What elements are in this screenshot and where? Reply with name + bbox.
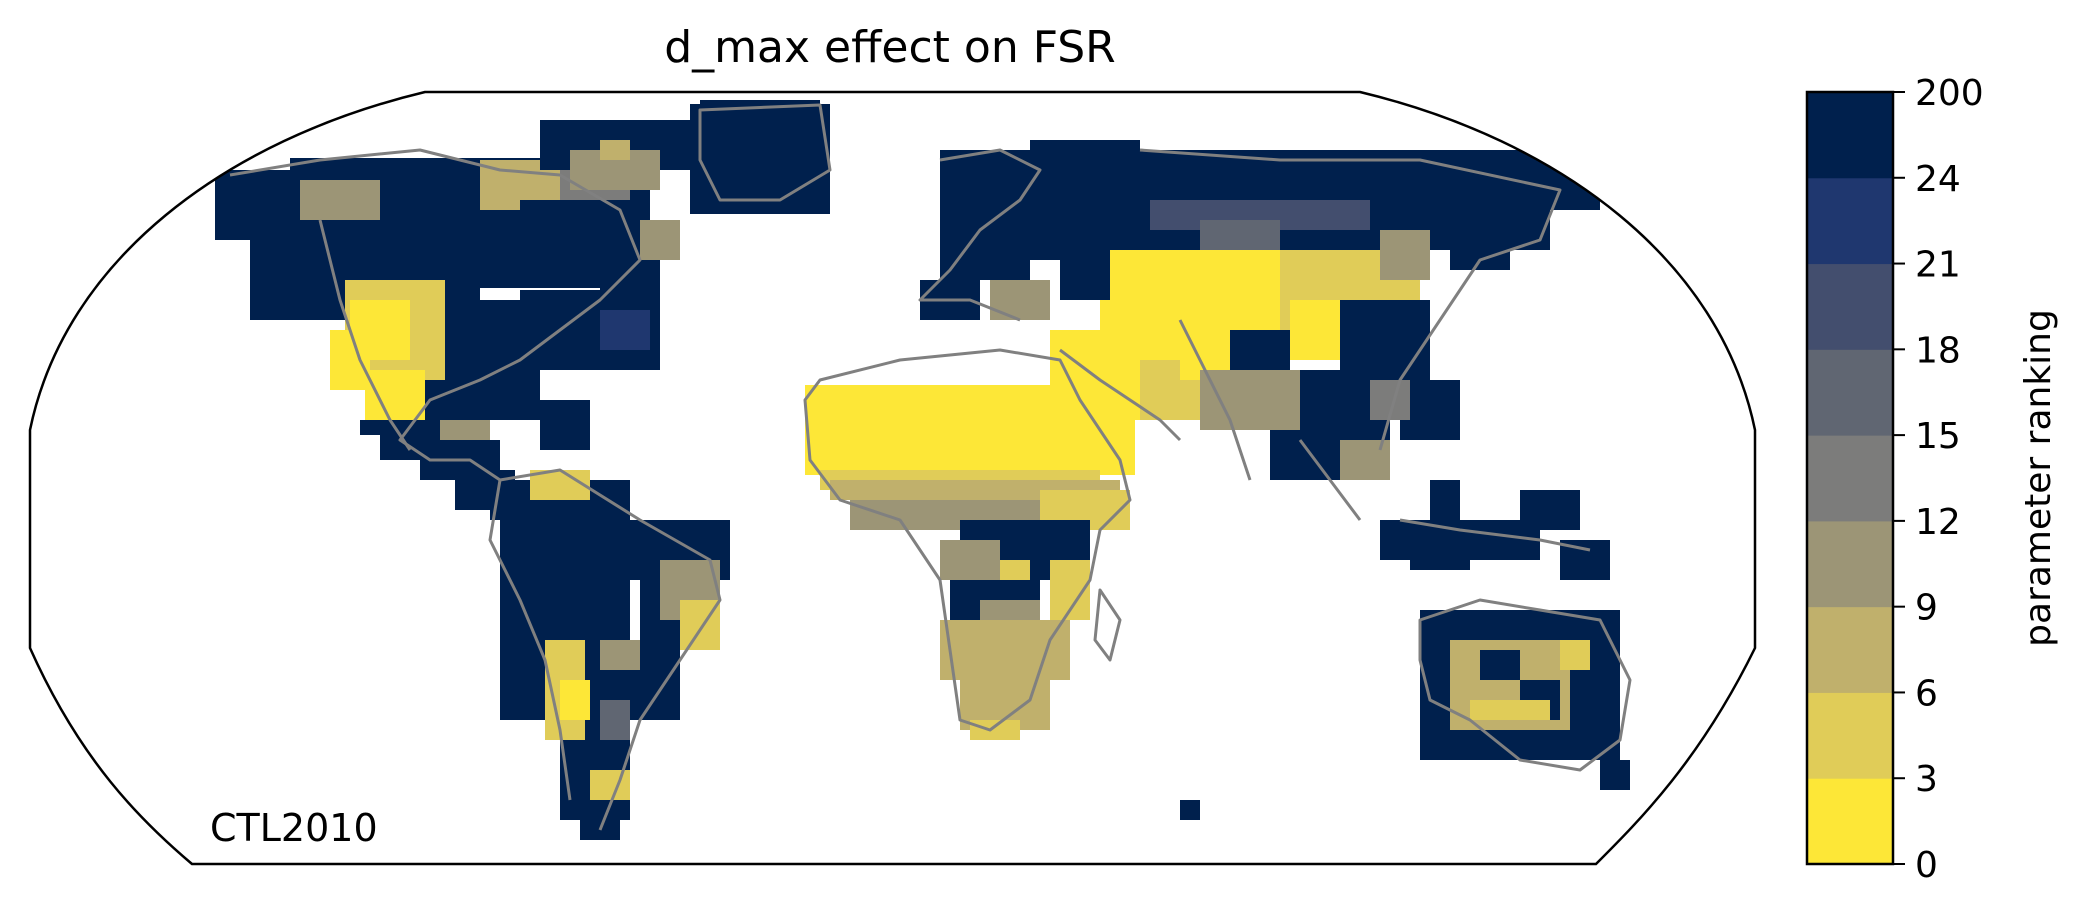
land-cell xyxy=(940,150,1030,280)
land-cell xyxy=(600,310,650,350)
colorbar-tick-label: 21 xyxy=(1915,245,1961,286)
coastline xyxy=(488,479,572,801)
colorbar: 0 3 6 9 12 15 18 21 24 200 parameter ranking xyxy=(1805,73,2059,886)
coastline xyxy=(698,103,832,202)
land-cell xyxy=(1450,230,1510,270)
colorbar-tick-label: 0 xyxy=(1915,845,1938,886)
land-cell xyxy=(1000,220,1070,260)
land-cell xyxy=(960,580,980,610)
land-cell xyxy=(520,200,590,260)
run-label: CTL2010 xyxy=(210,806,378,850)
colorbar-tick-label: 15 xyxy=(1915,416,1961,457)
land-cell xyxy=(1600,760,1630,790)
land-cell xyxy=(560,680,590,720)
colorbar-bin xyxy=(1807,435,1893,522)
coastline xyxy=(1298,439,1362,521)
land-cell xyxy=(300,180,380,220)
land-cell xyxy=(970,720,1020,740)
land-cell xyxy=(940,540,1000,580)
land-cell xyxy=(330,330,370,390)
land-cell xyxy=(990,280,1050,320)
land-cell xyxy=(540,400,590,450)
colorbar-bin xyxy=(1807,778,1893,865)
colorbar-tick-label: 3 xyxy=(1915,759,1938,800)
land-cell xyxy=(365,370,425,420)
coastline xyxy=(1418,598,1632,772)
colorbar-tick-label: 200 xyxy=(1915,73,1984,114)
land-cell xyxy=(1180,800,1200,820)
land-cell xyxy=(1480,650,1520,680)
land-cell xyxy=(700,100,820,200)
colorbar-bin xyxy=(1807,92,1893,179)
coastline xyxy=(1139,148,1562,451)
land-cell xyxy=(1200,220,1280,250)
land-cell xyxy=(1410,540,1470,570)
coastline xyxy=(1178,319,1252,481)
colorbar-frame xyxy=(1805,90,1895,866)
land-cell xyxy=(600,640,640,670)
colorbar-tick-label: 6 xyxy=(1915,673,1938,714)
colorbar-bin xyxy=(1807,606,1893,693)
land-cell xyxy=(640,220,680,260)
land-cell xyxy=(1480,150,1600,210)
land-cell xyxy=(1560,640,1590,670)
colorbar-label: parameter ranking xyxy=(2018,309,2059,647)
land-cell xyxy=(590,770,630,800)
land-cell xyxy=(500,480,630,620)
colorbar-tick-label: 18 xyxy=(1915,330,1961,371)
coastline xyxy=(1093,588,1122,662)
coastline xyxy=(1059,348,1182,442)
colorbar-bin xyxy=(1807,349,1893,436)
land-cell xyxy=(1470,700,1550,720)
land-cell xyxy=(1420,190,1460,220)
colorbar-bin xyxy=(1807,520,1893,608)
globe-outline xyxy=(28,90,1757,866)
land-cell xyxy=(530,470,590,500)
coastline xyxy=(803,348,1132,732)
colorbar-bin xyxy=(1807,263,1893,350)
colorbar-tick-label: 9 xyxy=(1915,588,1938,629)
coastline xyxy=(1399,518,1591,552)
land-cell xyxy=(1520,490,1580,530)
land-cell xyxy=(580,810,620,840)
land-cell xyxy=(1230,330,1290,370)
land-cell xyxy=(1430,480,1460,540)
map-title: d_max effect on FSR xyxy=(664,22,1116,73)
land-cell xyxy=(940,620,1070,680)
colorbar-tick-label: 12 xyxy=(1915,502,1961,543)
colorbar-bin xyxy=(1807,692,1893,779)
land-cell xyxy=(1380,230,1430,280)
colorbar-bin xyxy=(1807,177,1893,265)
coastline xyxy=(318,219,412,451)
land-cell xyxy=(360,420,380,435)
colorbar-tick-label: 24 xyxy=(1915,159,1961,200)
coastline xyxy=(918,148,1042,322)
coastline xyxy=(499,468,722,831)
land-cells xyxy=(215,100,1630,840)
land-cell xyxy=(600,140,630,160)
coastline xyxy=(229,148,642,482)
coastlines xyxy=(229,103,1632,831)
land-cell xyxy=(600,700,630,740)
